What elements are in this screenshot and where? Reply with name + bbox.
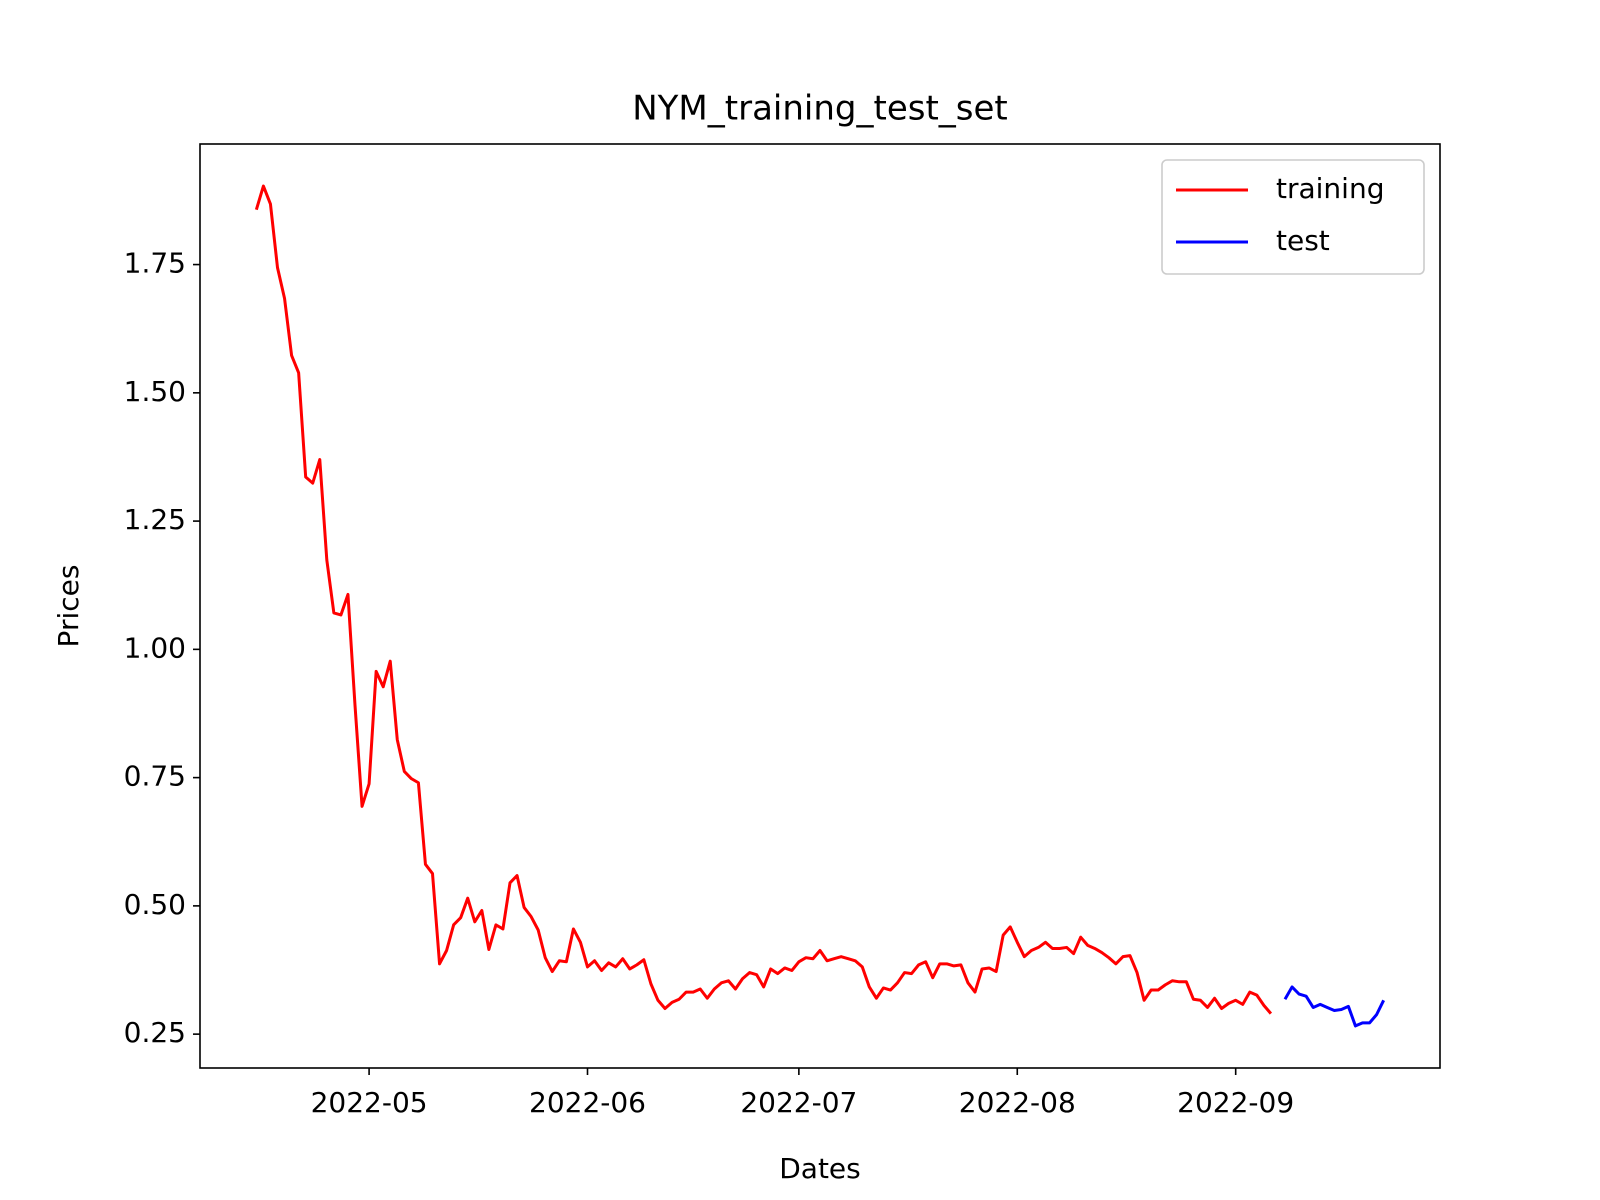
y-axis-label: Prices bbox=[52, 565, 85, 648]
x-tick-label: 2022-08 bbox=[959, 1086, 1076, 1119]
y-tick-label: 1.75 bbox=[124, 247, 186, 280]
x-tick-label: 2022-07 bbox=[740, 1086, 857, 1119]
x-tick-label: 2022-05 bbox=[311, 1086, 428, 1119]
y-tick-label: 0.50 bbox=[124, 888, 186, 921]
x-axis-label: Dates bbox=[779, 1152, 861, 1185]
series-line bbox=[1283, 985, 1385, 1028]
y-tick-label: 1.25 bbox=[124, 503, 186, 536]
plot-frame bbox=[199, 143, 1441, 1069]
y-tick-label: 0.25 bbox=[124, 1016, 186, 1049]
chart-title: NYM_training_test_set bbox=[632, 89, 1008, 129]
x-tick-label: 2022-09 bbox=[1177, 1086, 1294, 1119]
legend-label: test bbox=[1276, 224, 1330, 257]
y-tick-label: 1.50 bbox=[124, 375, 186, 408]
series-line bbox=[254, 184, 1273, 1015]
y-tick-label: 1.00 bbox=[124, 631, 186, 664]
legend-label: training bbox=[1276, 172, 1384, 205]
x-tick-label: 2022-06 bbox=[529, 1086, 646, 1119]
y-tick-label: 0.75 bbox=[124, 760, 186, 793]
